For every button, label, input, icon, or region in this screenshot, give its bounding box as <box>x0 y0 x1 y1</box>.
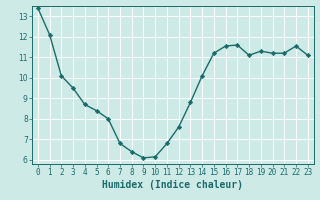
X-axis label: Humidex (Indice chaleur): Humidex (Indice chaleur) <box>102 180 243 190</box>
